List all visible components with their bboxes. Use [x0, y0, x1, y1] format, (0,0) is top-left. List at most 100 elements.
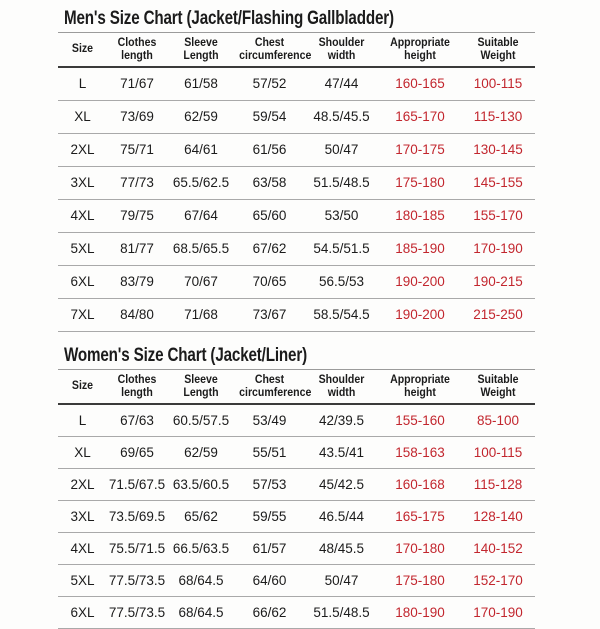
value-cell: 66/62	[252, 604, 287, 620]
value-cell: 43.5/41	[318, 444, 365, 460]
size-row-l: L 67/63 60.5/57.5 53/49 42/39.5 155-160 85-100	[58, 404, 535, 437]
value-cell: 71/67	[120, 76, 154, 92]
value-cell: 61/56	[252, 142, 287, 158]
size-row-4xl: 4XL 79/75 67/64 65/60 53/50 180-185 155-170	[58, 199, 535, 233]
value-cell: 115-130	[473, 109, 523, 125]
value-cell: 83/79	[120, 274, 154, 290]
value-cell: 71/68	[184, 307, 218, 323]
value-cell: 61/58	[184, 76, 218, 92]
value-cell: 81/77	[120, 241, 154, 257]
column-header-shoulder-width: Shoulder width	[318, 371, 365, 399]
womens-size-chart-section: Women's Size Chart (Jacket/Liner) Size Cl…	[58, 344, 600, 629]
value-cell: 57/53	[252, 476, 287, 492]
value-cell: 73/67	[252, 307, 287, 323]
value-cell: 128-140	[473, 508, 523, 524]
column-header-clothes-length: Clothes length	[117, 35, 157, 62]
value-cell: 65.5/62.5	[172, 175, 230, 191]
womens-size-table: Size Clothes length Sleeve Length Chest circum…	[58, 369, 535, 629]
value-cell: 69/65	[120, 444, 154, 460]
value-cell: 68/64.5	[178, 572, 224, 588]
value-cell: 68.5/65.5	[172, 241, 230, 257]
value-cell: 65/62	[184, 508, 218, 524]
value-cell: 62/59	[184, 109, 218, 125]
column-header-shoulder-width: Shoulder width	[318, 35, 365, 62]
value-cell: 77.5/73.5	[108, 572, 166, 588]
size-cell: 3XL	[70, 508, 95, 524]
size-row-3xl: 3XL 77/73 65.5/62.5 63/58 51.5/48.5 175-180 14…	[58, 166, 535, 200]
value-cell: 73.5/69.5	[108, 508, 166, 524]
size-cell: 6XL	[70, 274, 95, 290]
value-cell: 50/47	[324, 572, 359, 588]
column-header-clothes-length: Clothes length	[117, 371, 157, 399]
size-cell: 5XL	[70, 572, 95, 588]
value-cell: 140-152	[473, 540, 523, 556]
size-row-5xl: 5XL 77.5/73.5 68/64.5 64/60 50/47 175-180 152-…	[58, 564, 535, 597]
column-header-sleeve-length: Sleeve Length	[183, 371, 219, 399]
mens-table-body: L 71/67 61/58 57/52 47/44 160-165 100-115 XL 73/…	[58, 67, 535, 332]
value-cell: 46.5/44	[318, 508, 365, 524]
size-cell: 4XL	[70, 208, 95, 224]
value-cell: 170-175	[395, 142, 445, 158]
value-cell: 67/63	[120, 412, 154, 428]
size-cell: 7XL	[70, 307, 95, 323]
size-cell: 2XL	[70, 142, 95, 158]
size-row-2xl: 2XL 75/71 64/61 61/56 50/47 170-175 130-145	[58, 133, 535, 167]
value-cell: 66.5/63.5	[172, 540, 230, 556]
value-cell: 215-250	[473, 307, 523, 323]
size-row-7xl: 7XL 84/80 71/68 73/67 58.5/54.5 190-200 215-25…	[58, 298, 535, 332]
size-cell: L	[78, 412, 87, 428]
value-cell: 53/49	[252, 412, 287, 428]
size-cell: 5XL	[70, 241, 95, 257]
size-cell: 6XL	[70, 604, 95, 620]
mens-header-row: Size Clothes length Sleeve Length Chest circum…	[58, 32, 535, 67]
value-cell: 73/69	[120, 109, 154, 125]
value-cell: 48/45.5	[318, 540, 365, 556]
value-cell: 175-180	[395, 175, 445, 191]
value-cell: 165-175	[395, 508, 445, 524]
value-cell: 68/64.5	[178, 604, 224, 620]
column-header-appropriate-height: Appropriate height	[390, 35, 450, 62]
mens-size-chart-title: Men's Size Chart (Jacket/Flashing Gallbl…	[64, 9, 600, 29]
value-cell: 190-200	[395, 274, 445, 290]
value-cell: 130-145	[473, 142, 523, 158]
value-cell: 53/50	[324, 208, 359, 224]
value-cell: 190-200	[395, 307, 445, 323]
column-header-appropriate-height: Appropriate height	[390, 371, 450, 399]
value-cell: 185-190	[395, 241, 445, 257]
value-cell: 115-128	[473, 476, 523, 492]
value-cell: 170-190	[473, 241, 523, 257]
size-cell: 4XL	[70, 540, 95, 556]
value-cell: 63.5/60.5	[172, 476, 230, 492]
value-cell: 100-115	[473, 76, 523, 92]
womens-size-chart-title: Women's Size Chart (Jacket/Liner)	[64, 344, 600, 366]
column-header-suitable-weight: Suitable Weight	[477, 371, 519, 399]
value-cell: 67/64	[184, 208, 218, 224]
size-row-l: L 71/67 61/58 57/52 47/44 160-165 100-115	[58, 67, 535, 101]
value-cell: 54.5/51.5	[313, 241, 370, 257]
value-cell: 75.5/71.5	[108, 540, 166, 556]
size-row-6xl: 6XL 83/79 70/67 70/65 56.5/53 190-200 190-215	[58, 265, 535, 299]
column-header-size: Size	[71, 378, 94, 393]
value-cell: 77/73	[120, 175, 154, 191]
column-header-sleeve-length: Sleeve Length	[183, 35, 219, 62]
value-cell: 175-180	[395, 572, 445, 588]
size-row-4xl: 4XL 75.5/71.5 66.5/63.5 61/57 48/45.5 170-180…	[58, 532, 535, 565]
value-cell: 160-168	[395, 476, 445, 492]
value-cell: 77.5/73.5	[108, 604, 166, 620]
value-cell: 45/42.5	[318, 476, 365, 492]
value-cell: 180-185	[395, 208, 445, 224]
womens-size-chart-title-text: Women's Size Chart (Jacket/Liner)	[64, 344, 308, 366]
value-cell: 59/55	[252, 508, 287, 524]
value-cell: 145-155	[473, 175, 523, 191]
size-row-3xl: 3XL 73.5/69.5 65/62 59/55 46.5/44 165-175 128-…	[58, 500, 535, 533]
value-cell: 61/57	[252, 540, 287, 556]
column-header-size: Size	[71, 41, 94, 56]
value-cell: 71.5/67.5	[108, 476, 166, 492]
size-cell: 3XL	[70, 175, 95, 191]
value-cell: 170-180	[395, 540, 445, 556]
value-cell: 100-115	[473, 444, 523, 460]
value-cell: 67/62	[252, 241, 287, 257]
value-cell: 79/75	[120, 208, 154, 224]
value-cell: 63/58	[252, 175, 287, 191]
